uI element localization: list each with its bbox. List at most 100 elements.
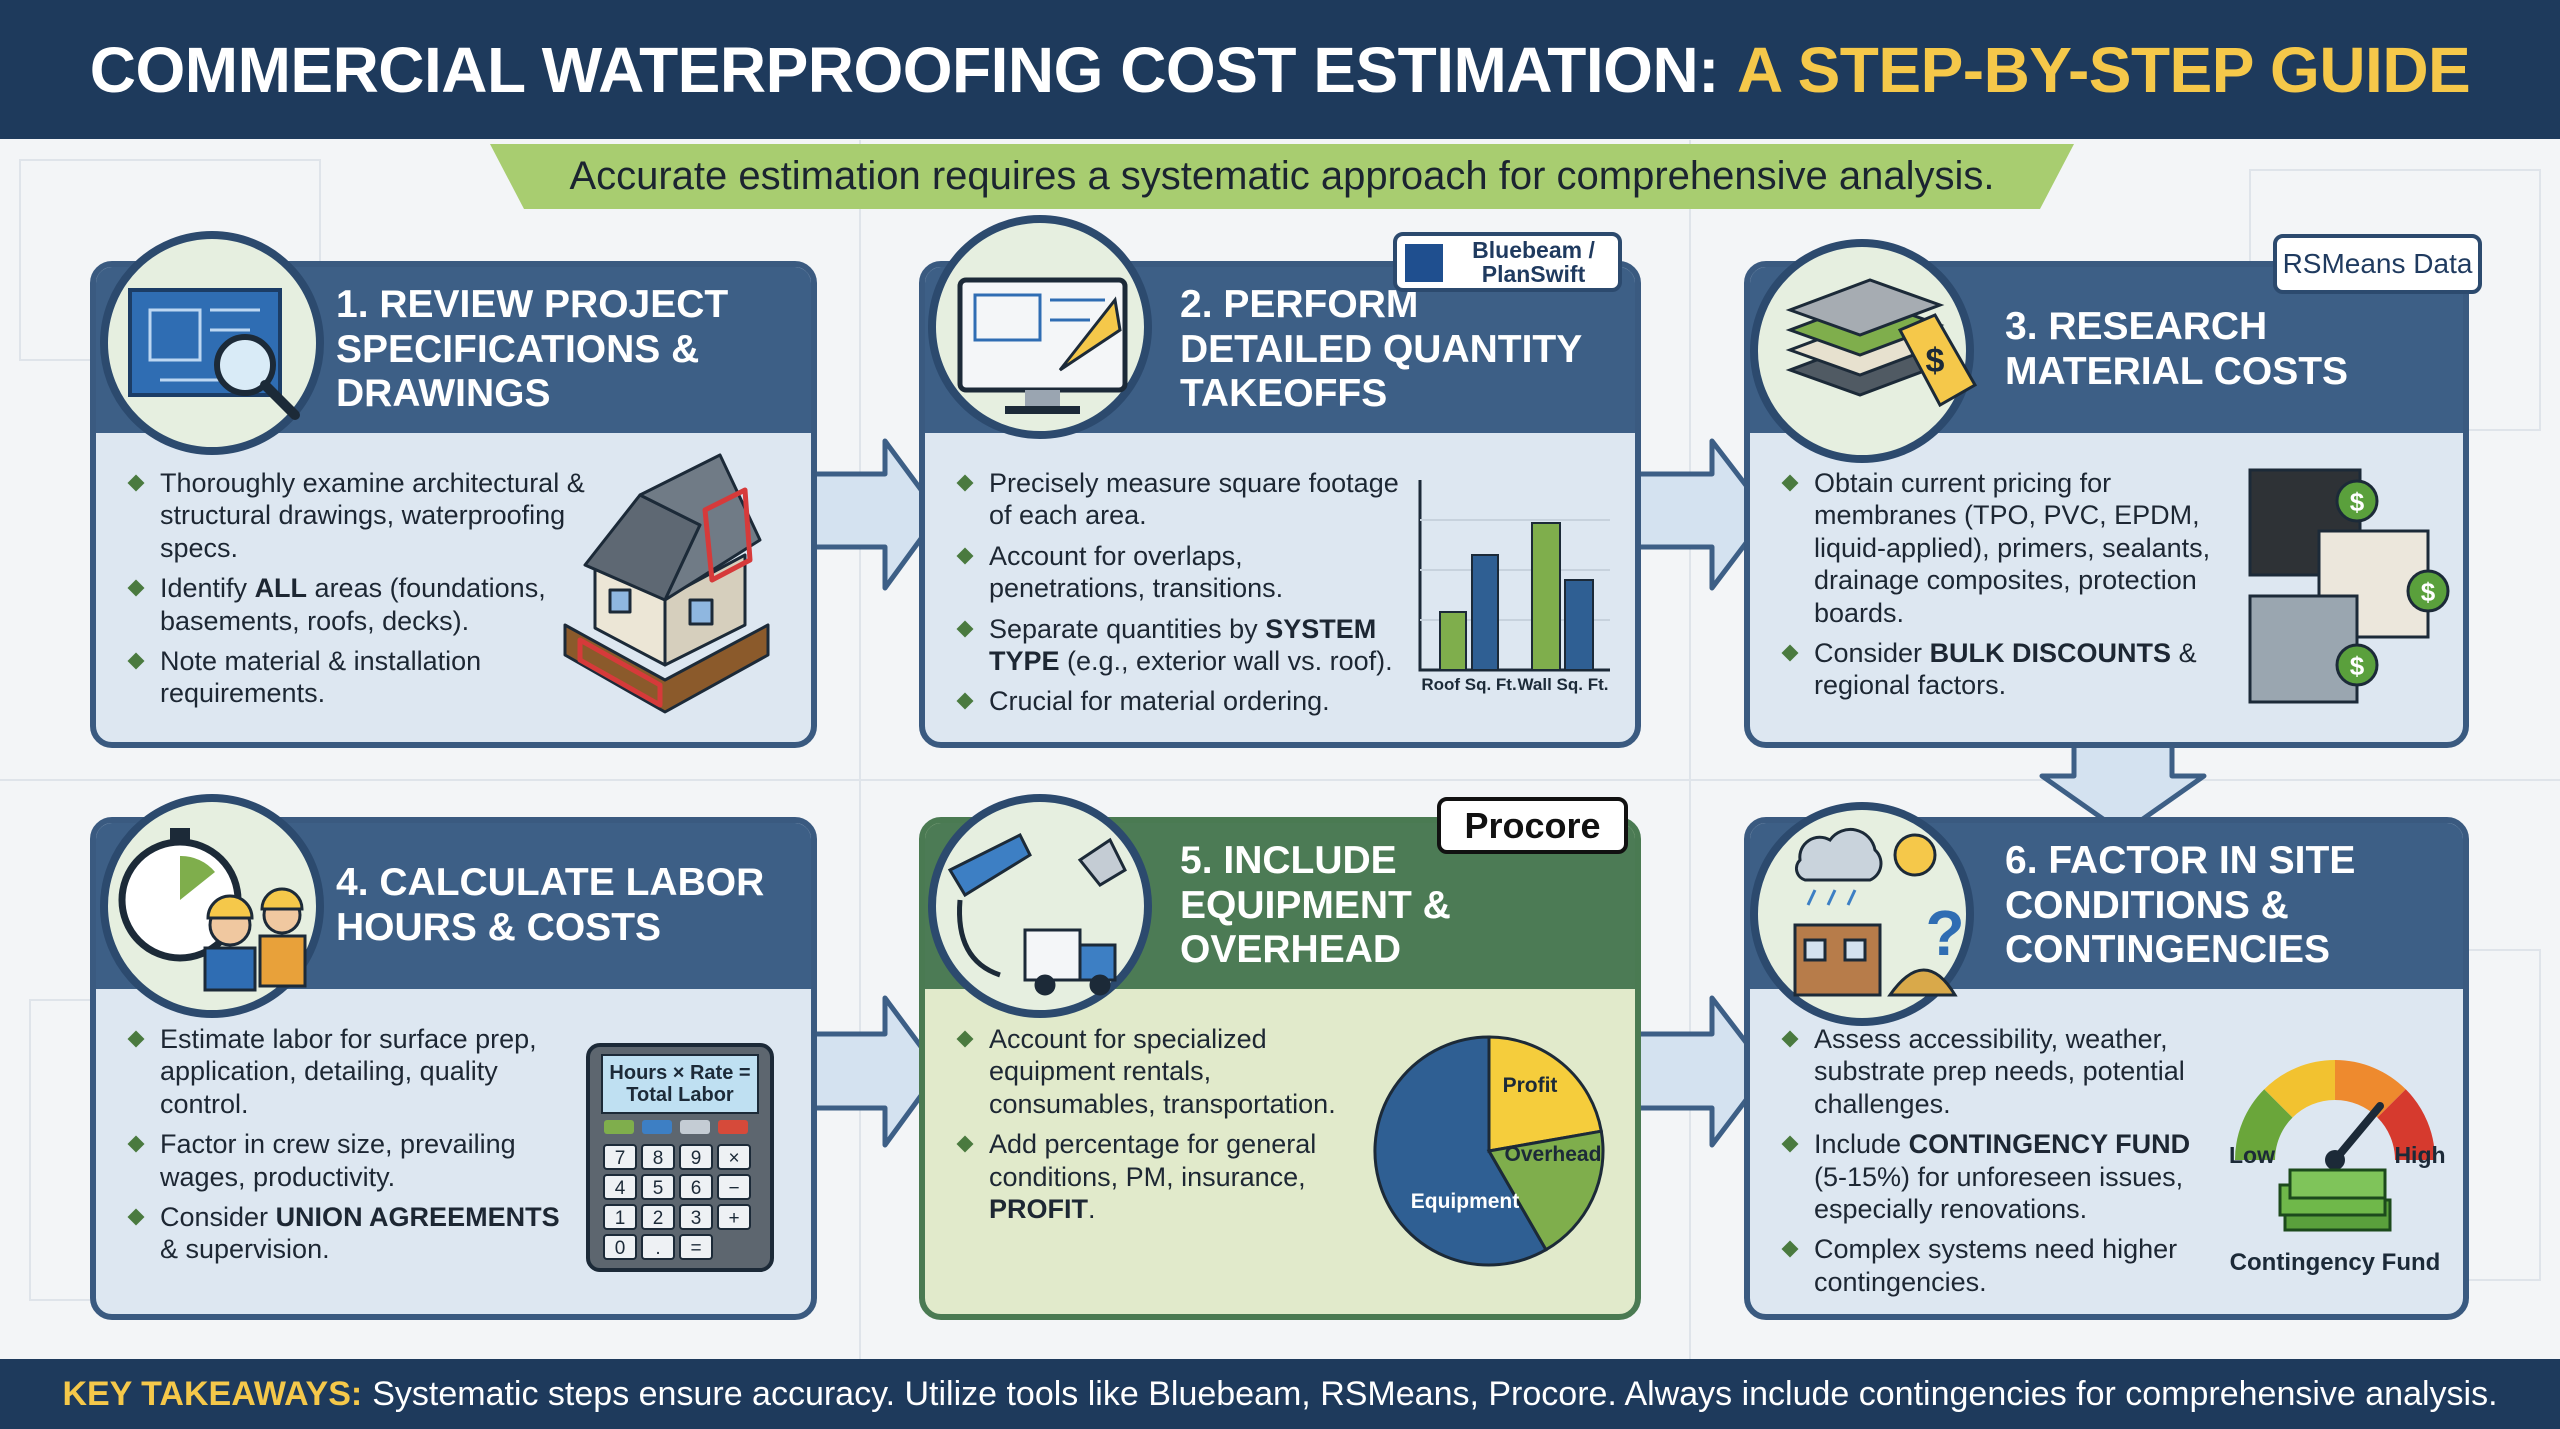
bullet-text: Assess accessibility, weather, substrate…: [1814, 1024, 2185, 1119]
tool-badge: Procore: [1437, 797, 1628, 854]
bullet: Assess accessibility, weather, substrate…: [1780, 1023, 2210, 1120]
calculator: 7 8 9 × 4 5 6 − 1 2 3 +0. =: [586, 1043, 774, 1272]
bullet-text: (e.g., exterior wall vs. roof).: [1059, 645, 1393, 676]
title-accent: A STEP-BY-STEP GUIDE: [1736, 33, 2471, 106]
bullet: Account for overlaps, penetrations, tran…: [955, 540, 1405, 605]
step-title: 4. CALCULATE LABOR HOURS & COSTS: [336, 861, 765, 949]
calculator-key-label: 5: [653, 1178, 664, 1199]
bullet-text: areas (foundations, basements, roofs, de…: [160, 573, 546, 636]
bullet: Complex systems need higher contingencie…: [1780, 1233, 2210, 1298]
bullet-list: Precisely measure square footage of each…: [955, 467, 1405, 726]
icon-labor: [118, 828, 307, 992]
bullet-text: Obtain current pricing for membranes (TP…: [1814, 468, 2211, 628]
price-symbol: $: [2421, 577, 2436, 607]
calculator-key-label: 4: [615, 1178, 626, 1199]
bullet-emphasis: SYSTEM TYPE: [989, 613, 1377, 676]
calculator-key: [679, 1144, 713, 1170]
bullet-emphasis: BULK DISCOUNTS: [1929, 637, 2172, 668]
bullet-text: & regional factors.: [1814, 637, 2197, 701]
calculator-key: [603, 1204, 637, 1230]
icon-material-layers: $: [1785, 278, 1978, 408]
calculator-key-label: .: [655, 1238, 660, 1259]
bullet-text: Factor in crew size, prevailing wages, p…: [160, 1129, 516, 1192]
calculator-key: [641, 1174, 675, 1200]
icon-blueprint: [128, 288, 300, 420]
step-title: 5. INCLUDE EQUIPMENT & OVERHEAD: [1180, 838, 1451, 972]
step-title: 3. RESEARCH MATERIAL COSTS: [2005, 305, 2349, 393]
bullet: Thoroughly examine architectural & struc…: [126, 467, 596, 564]
calculator-key: [717, 1204, 751, 1230]
calculator-key-label: 8: [653, 1148, 664, 1169]
icon-site: ?: [1793, 827, 1965, 997]
icon-monitor: [957, 277, 1128, 414]
price-symbol: $: [2350, 651, 2365, 681]
calculator-key-label: ×: [728, 1148, 739, 1169]
bullet-text: Identify: [160, 573, 255, 604]
bullet-text: Thoroughly examine architectural & struc…: [160, 468, 585, 563]
calculator-key-label: 0: [615, 1238, 626, 1259]
bullet: Identify ALL areas (foundations, basemen…: [126, 572, 596, 637]
calculator-key: [679, 1174, 713, 1200]
calculator-key-label: −: [728, 1178, 739, 1199]
bullet: Include CONTINGENCY FUND (5-15%) for unf…: [1780, 1128, 2210, 1225]
bullet-text: Consider: [160, 1201, 276, 1232]
calculator-display: Hours × Rate = Total Labor: [609, 1062, 751, 1106]
page-title: COMMERCIAL WATERPROOFING COST ESTIMATION…: [0, 0, 2560, 139]
gauge-caption: Contingency Fund: [2230, 1249, 2441, 1276]
pie-label: Equipment: [1411, 1190, 1520, 1213]
calculator-key: [679, 1204, 713, 1230]
bullet-list: Assess accessibility, weather, substrate…: [1780, 1023, 2210, 1306]
tag-symbol: $: [1926, 342, 1945, 380]
bullet-text: Consider: [1814, 637, 1930, 668]
bullet: Account for specialized equipment rental…: [955, 1023, 1380, 1120]
bullet-emphasis: PROFIT: [989, 1193, 1088, 1224]
bullet-text: Crucial for material ordering.: [989, 686, 1330, 717]
calculator-key: [603, 1234, 637, 1260]
house-illustration: [563, 453, 770, 714]
pie-label: Profit: [1503, 1074, 1558, 1097]
gauge-high: High: [2394, 1142, 2445, 1168]
bullet-emphasis: CONTINGENCY FUND: [1908, 1129, 2191, 1160]
calculator-key: [717, 1144, 751, 1170]
calculator-key-label: 2: [653, 1208, 664, 1229]
chart-label: Roof Sq. Ft.: [1421, 675, 1516, 694]
bullet-emphasis: ALL: [254, 573, 308, 604]
calculator-key: [603, 1144, 637, 1170]
step-title: 6. FACTOR IN SITE CONDITIONS & CONTINGEN…: [2005, 838, 2356, 972]
bullet: Add percentage for general conditions, P…: [955, 1128, 1380, 1225]
bullet-list: Estimate labor for surface prep, applica…: [126, 1023, 581, 1274]
title-main: COMMERCIAL WATERPROOFING COST ESTIMATION…: [89, 33, 1720, 106]
bullet-text: Complex systems need higher contingencie…: [1814, 1234, 2178, 1297]
calculator-key-label: 9: [691, 1148, 702, 1169]
bullet-text: Account for specialized equipment rental…: [989, 1024, 1336, 1119]
bullet-text: Note material & installation requirement…: [160, 645, 482, 709]
bullet: Separate quantities by SYSTEM TYPE (e.g.…: [955, 613, 1405, 678]
chart-label: Wall Sq. Ft.: [1518, 675, 1609, 694]
calculator-key-label: 1: [615, 1208, 626, 1229]
bullet: Consider BULK DISCOUNTS & regional facto…: [1780, 637, 2250, 702]
cost-pie: Profit Overhead Equipment: [1373, 1035, 1605, 1267]
flow-arrows: [809, 438, 2207, 1148]
calculator-key-label: 7: [615, 1148, 626, 1169]
bullet-emphasis: UNION AGREEMENTS: [275, 1201, 560, 1232]
calculator-key-label: 3: [691, 1208, 702, 1229]
price-symbol: $: [2350, 487, 2365, 517]
calculator-key: [603, 1174, 637, 1200]
bullet-text: .: [1088, 1193, 1096, 1224]
calculator-key-label: =: [690, 1238, 701, 1259]
material-swatches: $ $ $: [2248, 468, 2450, 704]
badge-logo: [1405, 244, 1443, 282]
bullet: Consider UNION AGREEMENTS & supervision.: [126, 1201, 581, 1266]
bullet-list: Account for specialized equipment rental…: [955, 1023, 1380, 1233]
bullet: Note material & installation requirement…: [126, 645, 596, 710]
header-bar: [0, 0, 2560, 139]
risk-gauge: Low High Contingency Fund: [2229, 1059, 2446, 1276]
calculator-key: [641, 1234, 675, 1260]
subtitle: Accurate estimation requires a systemati…: [569, 153, 1995, 198]
calculator-key: [641, 1204, 675, 1230]
bullet-text: Account for overlaps, penetrations, tran…: [989, 540, 1284, 604]
takeoff-chart: Roof Sq. Ft. Wall Sq. Ft.: [1418, 480, 1610, 694]
